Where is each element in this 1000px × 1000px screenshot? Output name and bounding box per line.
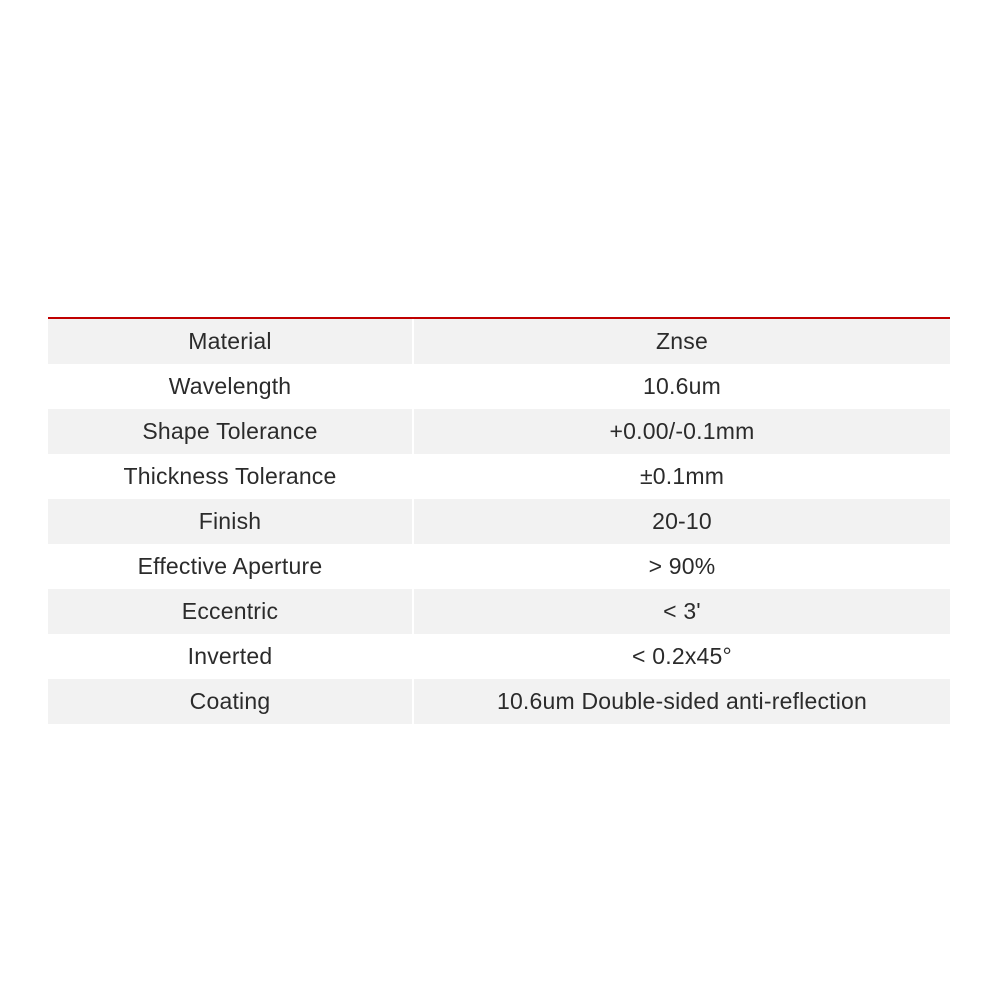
table-row: Inverted < 0.2x45° <box>48 634 950 679</box>
spec-value: Znse <box>656 328 708 354</box>
spec-label: Finish <box>48 499 414 544</box>
table-row: Coating 10.6um Double-sided anti-reflect… <box>48 679 950 724</box>
spec-label: Shape Tolerance <box>48 409 414 454</box>
spec-value: < 3' <box>663 598 701 624</box>
table-row: Eccentric < 3' <box>48 589 950 634</box>
table-row: Wavelength 10.6um <box>48 364 950 409</box>
spec-label: Effective Aperture <box>48 544 414 589</box>
spec-label: Material <box>48 319 414 364</box>
spec-label: Thickness Tolerance <box>48 454 414 499</box>
spec-value: 10.6um Double-sided anti-reflection <box>496 688 868 714</box>
spec-value: 20-10 <box>652 508 712 534</box>
spec-label: Eccentric <box>48 589 414 634</box>
table-row: Shape Tolerance +0.00/-0.1mm <box>48 409 950 454</box>
table-row: Material Znse <box>48 319 950 364</box>
table-row: Effective Aperture > 90% <box>48 544 950 589</box>
spec-label: Wavelength <box>48 364 414 409</box>
spec-value: 10.6um <box>643 373 721 399</box>
table-top-rule <box>48 317 950 319</box>
spec-label: Inverted <box>48 634 414 679</box>
specification-table: Material Znse Wavelength 10.6um Shape To… <box>48 317 950 724</box>
spec-value: > 90% <box>648 553 716 579</box>
spec-value: < 0.2x45° <box>632 643 732 669</box>
table-row: Thickness Tolerance ±0.1mm <box>48 454 950 499</box>
spec-value: ±0.1mm <box>639 463 725 489</box>
spec-value: +0.00/-0.1mm <box>609 418 755 444</box>
spec-label: Coating <box>48 679 414 724</box>
table-row: Finish 20-10 <box>48 499 950 544</box>
